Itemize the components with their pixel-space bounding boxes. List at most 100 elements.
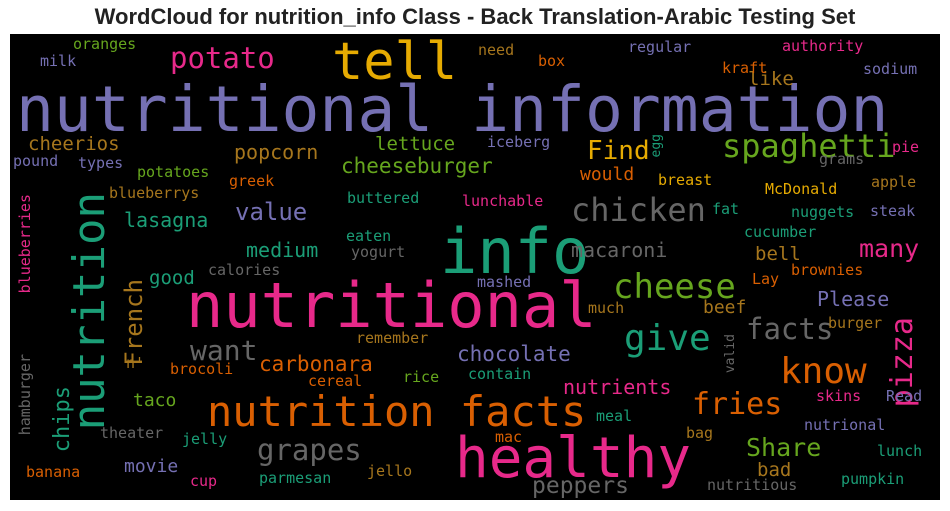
word-lay: Lay	[752, 270, 780, 288]
word-oranges: oranges	[73, 35, 137, 53]
word-cheerios: cheerios	[28, 133, 120, 155]
word-cheeseburger: cheeseburger	[341, 154, 493, 178]
word-pumpkin: pumpkin	[841, 470, 905, 488]
word-peppers: peppers	[532, 473, 629, 499]
word-popcorn: popcorn	[234, 140, 319, 164]
word-much: much	[588, 299, 625, 317]
word-grapes: grapes	[257, 433, 362, 467]
word-milk: milk	[40, 52, 77, 70]
word-nutrition-facts: nutrition facts	[207, 387, 587, 436]
word-greek: greek	[229, 172, 275, 190]
word-mashed: mashed	[477, 273, 532, 291]
word-potato: potato	[170, 41, 275, 75]
word-lettuce: lettuce	[375, 133, 456, 155]
word-fries: fries	[692, 387, 783, 422]
word-need: need	[478, 41, 515, 59]
word-apple: apple	[871, 173, 917, 191]
word-types: types	[78, 154, 124, 172]
word-eaten: eaten	[346, 227, 392, 245]
word-grams: grams	[819, 150, 865, 168]
word-chicken: chicken	[571, 191, 706, 229]
word-cup: cup	[190, 472, 218, 490]
word-please: Please	[817, 287, 890, 311]
word-info: info	[440, 215, 590, 288]
word-box: box	[538, 52, 566, 70]
word-theater: theater	[100, 424, 164, 442]
word-breast: breast	[658, 171, 713, 189]
word-healthy: healthy	[455, 426, 692, 491]
word-french: French	[120, 279, 148, 366]
word-bag: bag	[686, 424, 714, 442]
word-blueberries: blueberries	[16, 194, 34, 294]
word-skins: skins	[816, 387, 862, 405]
word-remember: remember	[356, 329, 429, 347]
word-cereal: cereal	[308, 372, 363, 390]
word-cheese: cheese	[613, 267, 736, 307]
word-banana: banana	[26, 463, 81, 481]
word-cucumber: cucumber	[744, 223, 817, 241]
word-nuggets: nuggets	[791, 203, 855, 221]
word-read: Read	[886, 387, 923, 405]
word-n: n'	[126, 354, 145, 372]
word-yogurt: yogurt	[351, 243, 406, 261]
word-valid: valid	[723, 334, 738, 374]
word-calories: calories	[208, 261, 281, 279]
word-iceberg: iceberg	[487, 133, 551, 151]
word-pound: pound	[13, 152, 59, 170]
word-fat: fat	[712, 200, 740, 218]
word-egg: egg	[649, 134, 664, 158]
word-want: want	[190, 334, 258, 367]
word-macaroni: macaroni	[571, 238, 668, 262]
word-chips: chips	[50, 386, 75, 453]
word-beef: beef	[703, 297, 747, 318]
word-authority: authority	[782, 37, 864, 55]
word-good: good	[149, 267, 195, 289]
word-facts: facts	[746, 312, 834, 346]
word-hamburger: hamburger	[16, 354, 34, 436]
word-nutrients: nutrients	[563, 375, 672, 399]
word-find: Find	[587, 136, 650, 166]
word-meal: meal	[596, 407, 633, 425]
word-nutrional: nutrional	[804, 416, 886, 434]
word-steak: steak	[870, 202, 916, 220]
word-jelly: jelly	[182, 430, 228, 448]
word-give: give	[624, 318, 711, 359]
word-know: know	[780, 351, 867, 392]
word-nutritious: nutritious	[707, 476, 798, 494]
word-like: like	[748, 68, 794, 90]
word-jello: jello	[367, 462, 413, 480]
word-share: Share	[746, 433, 822, 462]
word-mcdonald: McDonald	[765, 180, 838, 198]
word-buttered: buttered	[347, 189, 420, 207]
word-potatoes: potatoes	[137, 163, 210, 181]
word-parmesan: parmesan	[259, 469, 332, 487]
word-medium: medium	[246, 238, 319, 262]
word-nutritional: nutritional	[186, 269, 597, 342]
word-brocoli: brocoli	[170, 360, 234, 378]
wordcloud-canvas: nutritional information info nutritional…	[10, 34, 940, 500]
word-value: value	[235, 198, 308, 226]
word-mac: mac	[495, 428, 523, 446]
word-lunchable: lunchable	[462, 192, 544, 210]
word-would: would	[580, 164, 635, 185]
word-sodium: sodium	[863, 60, 918, 78]
word-many: many	[859, 234, 920, 263]
wordcloud-title: WordCloud for nutrition_info Class - Bac…	[94, 4, 856, 29]
word-kraft: kraft	[722, 59, 768, 77]
word-tell: tell	[332, 34, 458, 92]
word-brownies: brownies	[791, 261, 864, 279]
word-lasagna: lasagna	[124, 208, 209, 232]
word-bad: bad	[757, 459, 792, 481]
word-pie: pie	[892, 138, 920, 156]
word-bell: bell	[755, 243, 801, 265]
word-rice: rice	[403, 368, 440, 386]
word-movie: movie	[124, 456, 179, 477]
word-carbonara: carbonara	[259, 352, 373, 376]
word-taco: taco	[133, 390, 177, 411]
word-chocolate: chocolate	[457, 342, 571, 366]
word-spaghetti: spaghetti	[722, 127, 896, 165]
word-burger: burger	[828, 314, 883, 332]
word-contain: contain	[468, 365, 532, 383]
word-regular: regular	[628, 38, 692, 56]
word-blueberrys: blueberrys	[109, 184, 200, 202]
